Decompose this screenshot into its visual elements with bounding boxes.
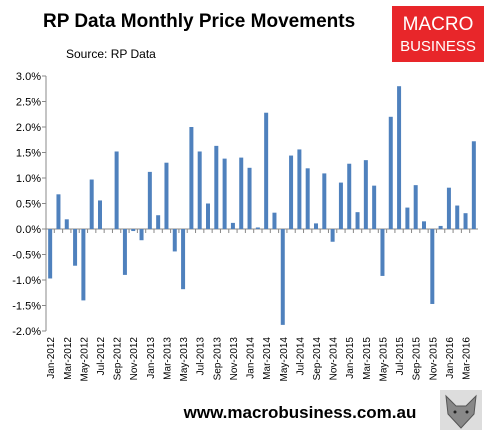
- bar: [139, 229, 144, 241]
- bar: [131, 229, 136, 232]
- x-tick-label: Sep-2015: [412, 337, 423, 381]
- bar: [272, 212, 277, 229]
- bar: [355, 212, 360, 229]
- x-tick-label: Mar-2012: [63, 337, 74, 380]
- bar: [264, 112, 269, 229]
- bar: [64, 219, 69, 229]
- bar: [89, 179, 94, 229]
- y-tick-label: -1.0%: [12, 275, 41, 287]
- x-tick-label: Nov-2015: [428, 337, 439, 381]
- bar: [380, 229, 385, 276]
- bar: [314, 223, 318, 229]
- x-tick-label: Jul-2015: [395, 337, 406, 376]
- x-tick-label: Mar-2015: [362, 337, 373, 380]
- x-tick-label: Jan-2015: [345, 337, 356, 379]
- bar: [73, 229, 78, 266]
- x-tick-label: May-2012: [79, 337, 90, 382]
- bar: [114, 151, 119, 229]
- x-tick-label: May-2015: [378, 337, 389, 382]
- x-tick-label: Jul-2013: [196, 337, 207, 376]
- bar: [363, 160, 368, 229]
- bar: [397, 86, 402, 229]
- bar: [189, 127, 194, 229]
- bar: [197, 151, 202, 229]
- y-tick-label: 2.0%: [16, 122, 41, 134]
- bar: [438, 225, 443, 229]
- x-tick-label: May-2013: [179, 337, 190, 382]
- bar: [463, 213, 468, 229]
- bar: [98, 200, 102, 229]
- y-tick-label: 0.0%: [16, 224, 41, 236]
- x-tick-label: Jan-2014: [246, 337, 257, 379]
- y-tick-label: -2.0%: [12, 326, 41, 338]
- y-tick-label: 1.0%: [16, 173, 41, 185]
- bar: [122, 229, 127, 275]
- y-tick-label: 0.5%: [16, 199, 41, 211]
- bar: [214, 145, 219, 229]
- bar: [347, 163, 352, 229]
- bar: [413, 185, 418, 229]
- bar: [247, 167, 252, 229]
- y-tick-label: -0.5%: [12, 250, 41, 262]
- bar: [446, 187, 451, 229]
- bar: [172, 229, 177, 252]
- x-tick-label: Mar-2016: [462, 337, 473, 380]
- bar: [239, 157, 244, 229]
- bar: [181, 229, 186, 290]
- x-tick-label: Jan-2016: [445, 337, 456, 379]
- bar: [330, 229, 335, 242]
- bar: [430, 229, 435, 304]
- bar: [156, 215, 161, 229]
- y-tick-label: 3.0%: [16, 71, 41, 83]
- bar: [48, 229, 53, 279]
- bar: [56, 194, 61, 229]
- x-tick-label: Jan-2013: [146, 337, 157, 379]
- x-tick-label: Sep-2014: [312, 337, 323, 381]
- bar: [322, 173, 327, 229]
- bar: [255, 227, 260, 229]
- x-tick-label: Sep-2013: [212, 337, 223, 381]
- bar: [372, 185, 377, 229]
- logo-text: MACRO: [403, 14, 474, 35]
- y-tick-label: -1.5%: [12, 301, 41, 313]
- x-tick-label: Sep-2012: [113, 337, 124, 381]
- bar: [305, 168, 310, 229]
- y-tick-label: 2.5%: [16, 97, 41, 109]
- bar: [147, 171, 152, 229]
- bar: [164, 162, 169, 229]
- x-tick-label: Jul-2012: [96, 337, 107, 376]
- x-tick-label: May-2014: [279, 337, 290, 382]
- x-tick-label: Jan-2012: [46, 337, 57, 379]
- logo-box: [392, 6, 484, 62]
- footer-url: www.macrobusiness.com.au: [183, 403, 417, 422]
- x-tick-label: Nov-2012: [129, 337, 140, 381]
- bar: [206, 203, 210, 229]
- bar: [471, 141, 476, 229]
- bar: [81, 229, 86, 301]
- bar: [280, 229, 285, 325]
- bar: [422, 221, 426, 229]
- logo-text: BUSINESS: [400, 38, 476, 55]
- wolf-icon: [440, 390, 482, 430]
- bar: [222, 158, 227, 229]
- chart-subtitle: Source: RP Data: [66, 47, 156, 61]
- x-tick-label: Mar-2013: [162, 337, 173, 380]
- x-tick-label: Jul-2014: [295, 337, 306, 376]
- bar: [455, 205, 460, 229]
- bar: [230, 222, 235, 229]
- bar: [297, 149, 302, 229]
- y-tick-label: 1.5%: [16, 148, 41, 160]
- chart-title: RP Data Monthly Price Movements: [43, 11, 355, 32]
- x-tick-label: Mar-2014: [262, 337, 273, 380]
- bar: [388, 116, 393, 229]
- bar: [289, 155, 294, 229]
- x-tick-label: Nov-2014: [329, 337, 340, 381]
- bar: [338, 182, 343, 229]
- bar: [405, 207, 410, 229]
- x-tick-label: Nov-2013: [229, 337, 240, 381]
